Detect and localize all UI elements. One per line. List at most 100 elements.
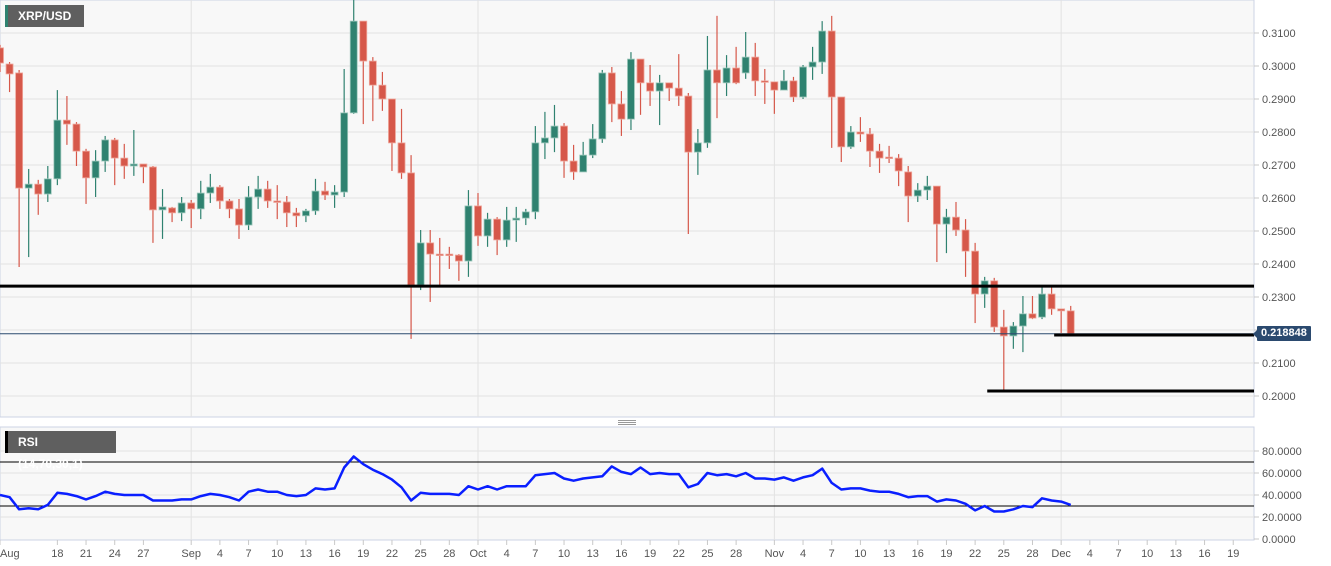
candle [818,21,827,74]
candle-body [91,160,100,179]
candle-body [407,172,415,286]
candle [321,181,329,200]
candle-body [378,84,387,100]
price-tick-label: 0.2500 [1262,226,1296,238]
candle-body [560,125,568,162]
candle-body [875,150,884,159]
candle-body [751,56,760,82]
candle [827,15,836,148]
candle-body [1047,293,1056,310]
candle-body [101,139,110,162]
price-tick-label: 0.3100 [1262,28,1296,40]
candle [1038,287,1046,320]
candle [894,154,903,187]
candle-body [627,58,635,120]
candle-body [0,47,4,64]
price-tick-label: 0.2800 [1262,127,1296,139]
x-tick-label: 19 [1227,548,1239,560]
candle [732,46,741,85]
candle-body [789,80,798,98]
candle-body [388,98,396,144]
candle [1028,296,1037,320]
candle [244,186,253,231]
candle [875,143,884,173]
rsi-pane[interactable] [0,426,1255,541]
candle [129,130,138,176]
candle-body [703,69,712,144]
candle [598,69,607,143]
candle [751,42,760,97]
candle [1047,287,1056,315]
candle [292,207,301,228]
x-tick-label: 4 [800,548,806,560]
candle-body [330,191,339,196]
candle-body [588,138,597,156]
candle-body [416,242,425,286]
price-tick-label: 0.3000 [1262,61,1296,73]
candle-body [713,69,721,84]
candle-body [235,208,243,226]
candle [674,54,683,106]
candle-body [665,82,674,89]
candle-body [1066,310,1075,335]
candle-body [856,131,865,135]
candle-body [397,142,406,174]
candle [311,178,320,215]
candle [474,193,482,246]
price-tick-label: 0.2900 [1262,94,1296,106]
price-tick-label: 0.2400 [1262,259,1296,271]
candle-body [368,60,377,86]
candle [397,108,406,179]
candle [168,206,176,223]
candle-body [521,211,530,219]
candle-body [818,30,827,63]
candle-body [1019,313,1027,327]
x-tick-label: Nov [765,548,785,560]
candle-body [215,186,224,202]
candle [34,179,43,215]
candle [454,254,463,281]
candle-body [617,103,626,120]
candle [110,137,119,186]
candle [789,76,798,102]
candle [158,189,167,239]
candle-body [827,30,836,98]
candle-body [43,178,52,195]
candle [923,175,932,200]
candle [866,128,874,167]
x-tick-label: Dec [1051,548,1071,560]
candle-body [579,154,588,173]
candle [426,230,435,302]
candle [263,180,272,208]
candle [340,68,349,198]
x-tick-label: 10 [1141,548,1153,560]
x-tick-label: 28 [730,548,742,560]
candle-body [82,150,90,179]
candle-body [885,156,893,159]
horizontal-lines[interactable] [0,284,1254,393]
candle [531,126,540,220]
x-tick-label: 28 [443,548,455,560]
candle-body [646,82,654,92]
candle-body [1057,308,1066,312]
x-tick-label: 27 [137,548,149,560]
candle [646,65,654,106]
rsi-series [0,455,1072,513]
candle-body [359,20,368,62]
x-tick-label: 7 [245,548,251,560]
candle [837,96,846,163]
price-pane[interactable] [0,0,1255,418]
candle-body [512,217,521,221]
candle [502,206,511,247]
axes: 0.3100 0.3000 0.2900 0.2800 0.2700 0.2600 0.25… [0,28,1302,560]
candle [846,126,855,149]
candle [378,71,387,111]
candle [799,65,807,99]
pane-resize-handle[interactable] [618,420,636,425]
candle-body [598,72,607,140]
candle-body [53,119,62,180]
candle-body [923,185,932,191]
price-tick-label: 0.2100 [1262,358,1296,370]
candle-body [607,72,616,105]
